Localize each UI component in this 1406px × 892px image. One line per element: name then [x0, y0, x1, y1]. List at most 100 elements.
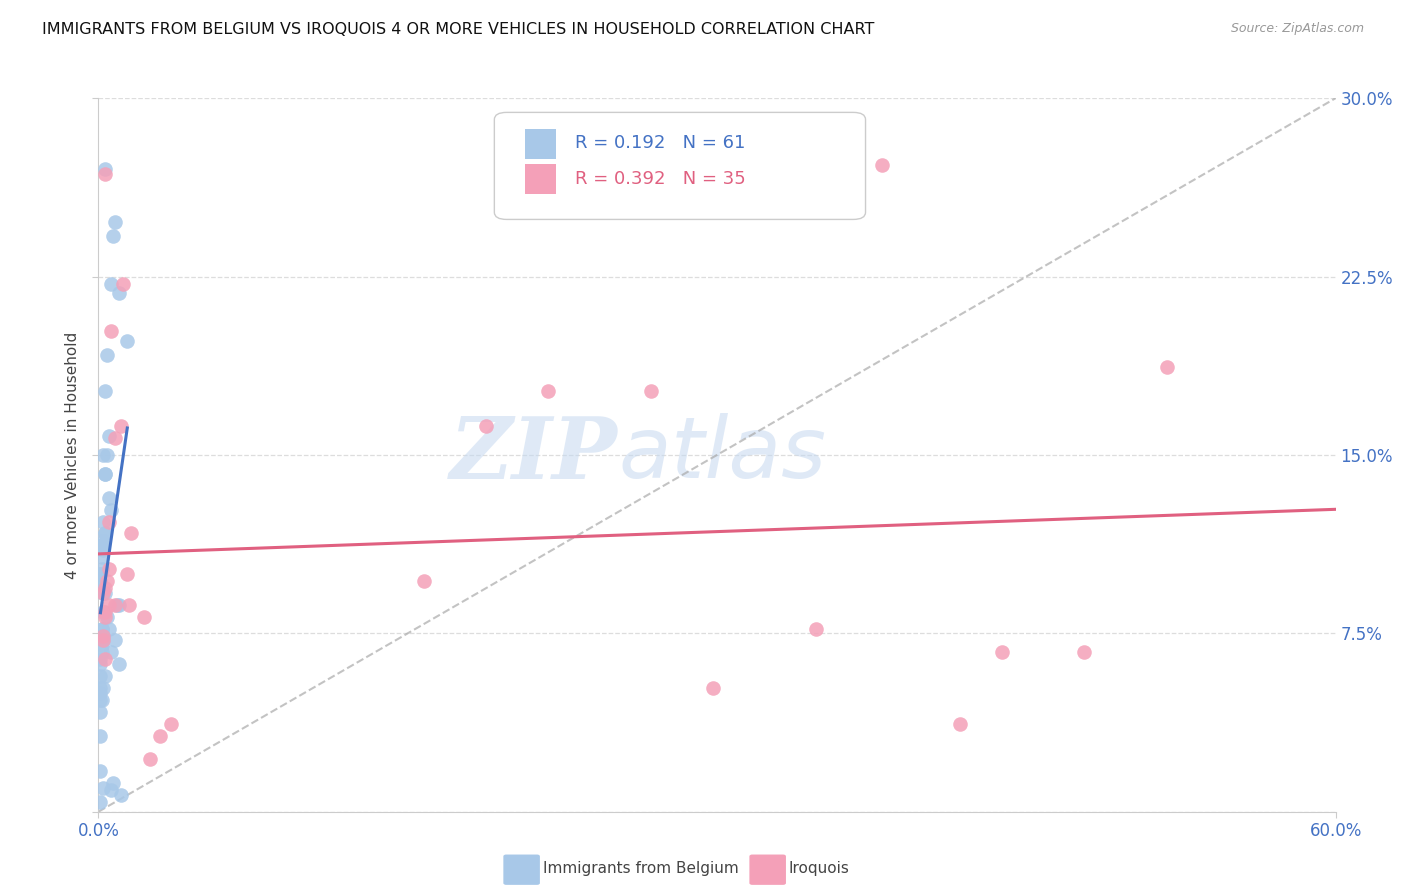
Y-axis label: 4 or more Vehicles in Household: 4 or more Vehicles in Household: [65, 331, 80, 579]
Point: [105, 598, 128, 612]
Point: [89, 669, 111, 683]
Point: [90, 638, 112, 652]
Point: [1073, 645, 1095, 659]
Point: [100, 645, 122, 659]
Bar: [526, 128, 557, 159]
Point: [97, 598, 120, 612]
Point: [101, 776, 124, 790]
Point: [91, 543, 114, 558]
Point: [91, 533, 114, 548]
Point: [100, 783, 122, 797]
Point: [90, 562, 112, 576]
Point: [91, 629, 114, 643]
Point: [93, 167, 115, 181]
Point: [97, 562, 120, 576]
Point: [90, 645, 112, 659]
Point: [91, 780, 114, 795]
Point: [93, 526, 115, 541]
Point: [118, 598, 141, 612]
Point: [89, 795, 111, 809]
Point: [89, 574, 111, 588]
Point: [93, 586, 115, 600]
Point: [96, 574, 118, 588]
Text: IMMIGRANTS FROM BELGIUM VS IROQUOIS 4 OR MORE VEHICLES IN HOUSEHOLD CORRELATION : IMMIGRANTS FROM BELGIUM VS IROQUOIS 4 OR…: [42, 22, 875, 37]
Point: [89, 693, 111, 707]
Point: [97, 515, 120, 529]
Point: [159, 716, 181, 731]
Point: [132, 609, 155, 624]
Point: [93, 652, 115, 666]
Point: [1156, 359, 1178, 374]
Text: R = 0.392   N = 35: R = 0.392 N = 35: [575, 169, 745, 187]
Text: Immigrants from Belgium: Immigrants from Belgium: [543, 862, 738, 876]
Point: [89, 681, 111, 695]
Point: [112, 277, 135, 291]
Point: [89, 566, 111, 581]
Point: [149, 729, 172, 743]
Point: [91, 538, 114, 552]
Point: [89, 764, 111, 779]
Point: [104, 431, 127, 445]
Point: [949, 716, 972, 731]
Point: [108, 598, 131, 612]
Point: [91, 605, 114, 619]
Point: [93, 609, 115, 624]
Point: [93, 605, 115, 619]
Point: [475, 419, 498, 434]
Point: [93, 669, 115, 683]
Point: [89, 652, 111, 666]
Point: [89, 705, 111, 719]
Text: atlas: atlas: [619, 413, 827, 497]
Point: [108, 657, 131, 672]
Point: [89, 729, 111, 743]
Point: [413, 574, 436, 588]
Point: [91, 515, 114, 529]
Point: [104, 598, 127, 612]
Point: [90, 693, 112, 707]
Point: [537, 384, 560, 398]
Point: [702, 681, 724, 695]
Point: [139, 752, 162, 766]
Point: [91, 586, 114, 600]
Point: [101, 229, 124, 244]
Point: [97, 622, 120, 636]
Point: [120, 526, 142, 541]
Point: [90, 538, 112, 552]
Point: [104, 633, 127, 648]
Point: [117, 334, 139, 348]
Point: [91, 633, 114, 648]
Text: Source: ZipAtlas.com: Source: ZipAtlas.com: [1230, 22, 1364, 36]
Point: [90, 550, 112, 565]
Point: [117, 566, 139, 581]
Point: [93, 581, 115, 595]
FancyBboxPatch shape: [495, 112, 866, 219]
Point: [110, 788, 132, 802]
Point: [91, 586, 114, 600]
Point: [91, 629, 114, 643]
Point: [104, 215, 127, 229]
Point: [870, 158, 893, 172]
Point: [100, 324, 122, 338]
Point: [93, 384, 115, 398]
Point: [91, 448, 114, 462]
Point: [804, 622, 827, 636]
Point: [100, 277, 122, 291]
Point: [990, 645, 1012, 659]
Point: [110, 419, 132, 434]
Point: [89, 566, 111, 581]
Point: [93, 162, 115, 177]
Bar: [526, 164, 557, 194]
Point: [96, 609, 118, 624]
Point: [640, 384, 662, 398]
Point: [89, 686, 111, 700]
Point: [96, 348, 118, 362]
Point: [100, 502, 122, 516]
Point: [97, 491, 120, 505]
Point: [108, 286, 131, 301]
Point: [96, 448, 118, 462]
Point: [89, 657, 111, 672]
Point: [90, 622, 112, 636]
Point: [89, 574, 111, 588]
Point: [93, 526, 115, 541]
Point: [91, 681, 114, 695]
